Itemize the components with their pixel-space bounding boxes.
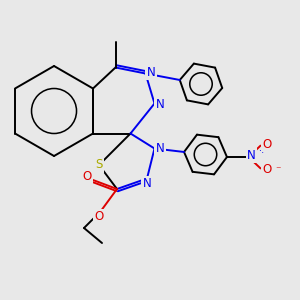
Text: S: S <box>95 158 103 172</box>
Text: N: N <box>142 177 152 190</box>
Text: O: O <box>82 170 91 184</box>
Text: +: + <box>258 146 266 155</box>
Text: N: N <box>155 98 164 112</box>
Text: O: O <box>262 138 272 151</box>
Text: N: N <box>155 142 164 155</box>
Text: O: O <box>262 164 272 176</box>
Text: O: O <box>94 210 103 224</box>
Text: ⁻: ⁻ <box>275 165 281 175</box>
Text: N: N <box>146 65 155 79</box>
Text: N: N <box>247 149 256 162</box>
